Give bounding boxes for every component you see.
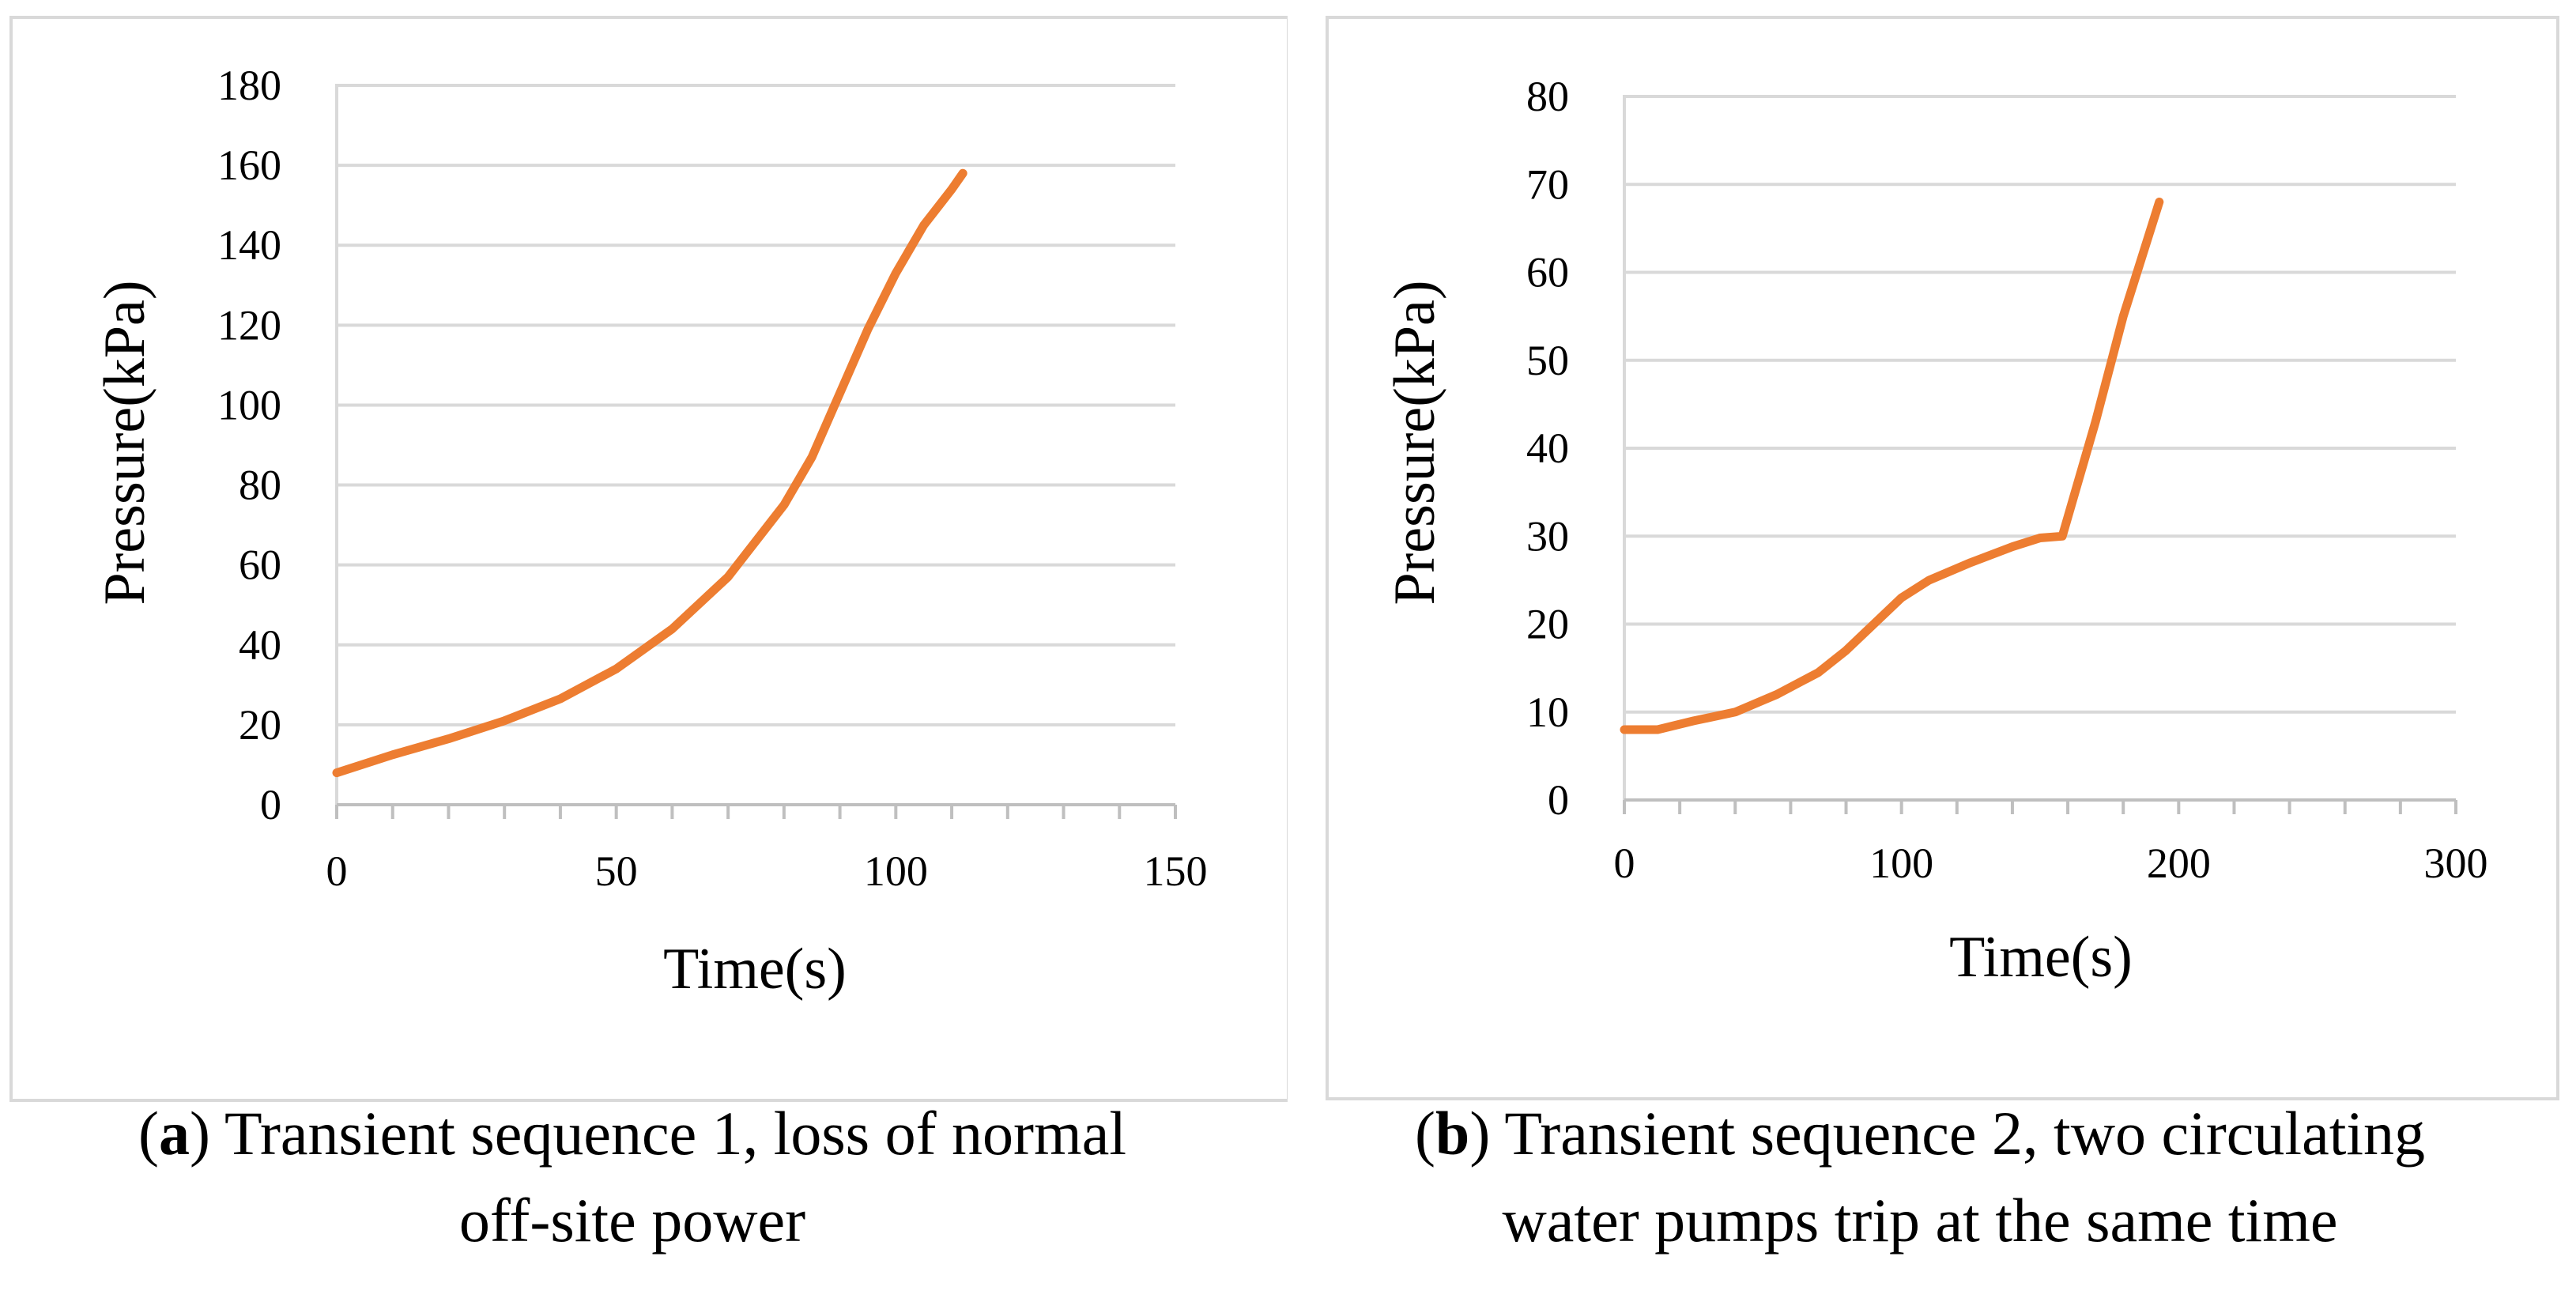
x-tick-label: 300 bbox=[2424, 840, 2488, 887]
y-tick-label: 60 bbox=[1526, 249, 1569, 296]
caption-line-1: (b) Transient sequence 2, two circulatin… bbox=[1415, 1099, 2425, 1168]
x-tick-label: 0 bbox=[1614, 840, 1635, 887]
y-tick-label: 70 bbox=[1526, 160, 1569, 208]
y-tick-label: 60 bbox=[239, 541, 281, 589]
y-tick-label: 10 bbox=[1526, 689, 1569, 736]
x-tick-label: 150 bbox=[1144, 847, 1208, 895]
y-tick-label: 160 bbox=[217, 141, 281, 189]
y-tick-label: 140 bbox=[217, 221, 281, 269]
y-axis-title: Pressure(kPa) bbox=[1382, 280, 1447, 605]
chart-frame bbox=[1326, 16, 2559, 1100]
series-line-pressure bbox=[332, 168, 967, 778]
caption-line-2: water pumps trip at the same time bbox=[1502, 1186, 2337, 1255]
y-tick-label: 180 bbox=[217, 62, 281, 109]
x-tick-label: 100 bbox=[864, 847, 928, 895]
y-tick-label: 0 bbox=[1548, 776, 1569, 824]
y-tick-label: 120 bbox=[217, 301, 281, 349]
chart-panel-b: 0 10 20 30 40 50 60 70 80 0 100 200 300 Time(s) Pressu… bbox=[1288, 0, 2576, 1294]
y-tick-label: 30 bbox=[1526, 512, 1569, 560]
caption-text: ) Transient sequence 2, two circulating bbox=[1469, 1099, 2425, 1168]
chart-panel-a: 0 20 40 60 80 100 120 140 160 180 0 50 100 150 Time(s)… bbox=[0, 0, 1290, 1294]
y-tick-label: 50 bbox=[1526, 337, 1569, 384]
x-tick-label: 100 bbox=[1869, 840, 1933, 887]
y-tick-label: 100 bbox=[217, 381, 281, 428]
x-axis-title: Time(s) bbox=[1949, 925, 2133, 990]
x-axis-title: Time(s) bbox=[663, 937, 847, 1002]
caption-line-2: off-site power bbox=[459, 1186, 805, 1255]
caption-line-1: (a) Transient sequence 1, loss of normal bbox=[138, 1099, 1126, 1168]
y-tick-label: 80 bbox=[239, 462, 281, 509]
caption-letter: b bbox=[1435, 1099, 1469, 1168]
y-tick-label: 20 bbox=[239, 701, 281, 749]
caption-text: ) Transient sequence 1, loss of normal bbox=[190, 1099, 1126, 1168]
series-line-pressure bbox=[1620, 198, 2164, 734]
y-tick-label: 20 bbox=[1526, 601, 1569, 648]
chart-b: 0 10 20 30 40 50 60 70 80 0 100 200 300 Time(s) Pressu… bbox=[1326, 16, 2559, 1255]
y-tick-label: 40 bbox=[239, 621, 281, 669]
x-tick-label: 200 bbox=[2147, 840, 2211, 887]
x-tick-label: 0 bbox=[326, 847, 348, 895]
caption-letter: a bbox=[159, 1099, 190, 1168]
x-tick-label: 50 bbox=[595, 847, 638, 895]
y-tick-label: 80 bbox=[1526, 73, 1569, 120]
chart-a: 0 20 40 60 80 100 120 140 160 180 0 50 100 150 Time(s)… bbox=[9, 16, 1290, 1255]
y-tick-label: 0 bbox=[260, 781, 281, 828]
y-axis-title: Pressure(kPa) bbox=[92, 280, 157, 605]
chart-frame bbox=[9, 16, 1290, 1102]
y-tick-label: 40 bbox=[1526, 424, 1569, 472]
